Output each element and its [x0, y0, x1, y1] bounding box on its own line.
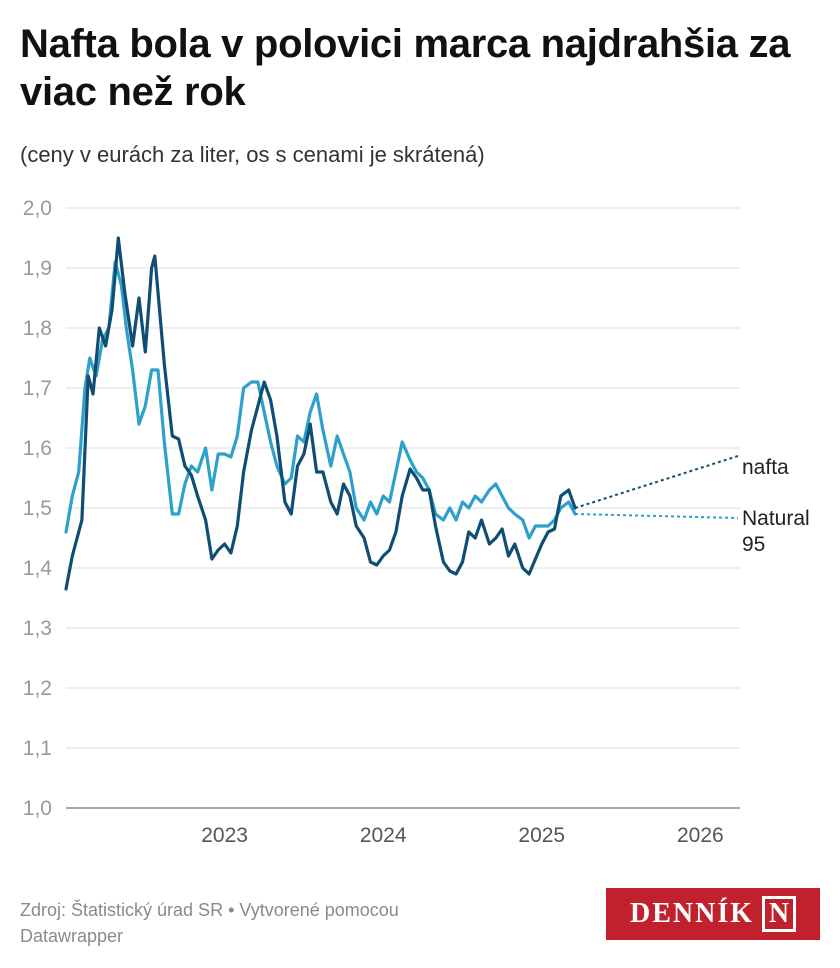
- publisher-logo[interactable]: DENNÍK N: [606, 888, 820, 940]
- y-tick-label: 1,2: [23, 677, 52, 700]
- series-label-natural95: Natural: [742, 507, 810, 530]
- logo-mark: N: [762, 896, 796, 932]
- series-line-natural95: [64, 260, 577, 540]
- series-line-nafta: [64, 236, 577, 591]
- y-tick-label: 1,0: [23, 797, 52, 820]
- y-tick-label: 1,4: [23, 557, 53, 580]
- y-tick-label: 1,8: [23, 317, 52, 340]
- x-tick-label: 2025: [518, 824, 565, 847]
- series-label-nafta: nafta: [742, 456, 789, 479]
- y-tick-label: 1,9: [23, 257, 52, 280]
- series-label-natural95: 95: [742, 533, 765, 556]
- chart-subtitle: (ceny v eurách za liter, os s cenami je …: [20, 142, 485, 167]
- line-chart: 1,0 1,1 1,2 1,3 1,4 1,5 1,6 1,7 1,8 1,9 2,0 2023 202…: [23, 197, 810, 847]
- x-tick-label: 2024: [360, 824, 407, 847]
- y-tick-label: 1,6: [23, 437, 52, 460]
- y-tick-label: 1,7: [23, 377, 52, 400]
- grid: 1,0 1,1 1,2 1,3 1,4 1,5 1,6 1,7 1,8 1,9 2,0 2023 202…: [23, 197, 740, 847]
- y-tick-label: 1,3: [23, 617, 52, 640]
- x-tick-label: 2026: [677, 824, 724, 847]
- y-tick-label: 2,0: [23, 197, 52, 220]
- y-tick-label: 1,5: [23, 497, 52, 520]
- series-lines: [64, 236, 577, 591]
- logo-text: DENNÍK: [629, 898, 754, 929]
- natural95-label-leader: [575, 513, 739, 519]
- series-labels: nafta Natural 95: [574, 455, 810, 556]
- y-tick-label: 1,1: [23, 737, 52, 760]
- x-tick-label: 2023: [201, 824, 248, 847]
- source-note: Zdroj: Štatistický úrad SR • Vytvorené p…: [20, 900, 399, 946]
- nafta-label-leader: [574, 455, 739, 509]
- chart-title: Nafta bola v polovici marca najdrahšia z…: [20, 22, 791, 114]
